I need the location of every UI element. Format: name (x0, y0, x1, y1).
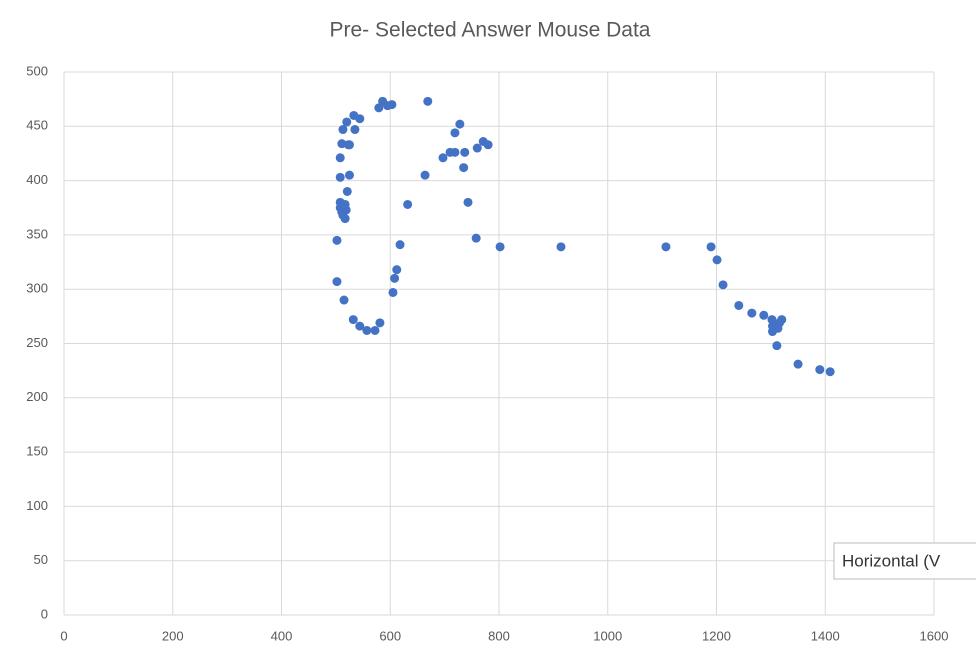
x-tick-label: 400 (271, 628, 293, 643)
y-tick-label: 150 (26, 444, 48, 459)
y-tick-label: 400 (26, 172, 48, 187)
point (773, 323, 783, 333)
x-tick-label: 200 (162, 628, 184, 643)
point (344, 170, 354, 180)
point (455, 119, 465, 129)
point (342, 117, 352, 127)
tooltip-text: Horizontal (V (842, 551, 941, 570)
point (370, 325, 380, 335)
chart-title: Pre- Selected Answer Mouse Data (330, 19, 651, 42)
point (772, 341, 782, 351)
point (438, 153, 448, 163)
point (495, 242, 505, 252)
point (815, 365, 825, 375)
point (793, 359, 803, 369)
point (344, 140, 354, 150)
point (661, 242, 671, 252)
y-tick-label: 250 (26, 335, 48, 350)
point (556, 242, 566, 252)
point (388, 287, 398, 297)
point (395, 240, 405, 250)
point (339, 295, 349, 305)
x-tick-label: 1200 (702, 628, 731, 643)
point (387, 100, 397, 110)
point (777, 315, 787, 325)
point (335, 153, 345, 163)
y-tick-label: 450 (26, 118, 48, 133)
point (450, 128, 460, 138)
y-tick-label: 50 (34, 552, 48, 567)
x-tick-label: 1000 (593, 628, 622, 643)
tooltip-box (833, 542, 976, 580)
point (355, 114, 365, 124)
point (747, 308, 757, 318)
point (375, 318, 385, 328)
point (392, 265, 402, 275)
y-tick-label: 500 (26, 63, 48, 78)
point (472, 143, 482, 153)
point (450, 147, 460, 157)
point (332, 235, 342, 245)
y-tick-label: 350 (26, 226, 48, 241)
x-tick-label: 1600 (920, 628, 949, 643)
point (734, 300, 744, 310)
point (335, 172, 345, 182)
y-tick-label: 300 (26, 281, 48, 296)
point (712, 255, 722, 265)
x-tick-label: 600 (379, 628, 401, 643)
point (348, 315, 358, 325)
point (460, 147, 470, 157)
point (459, 163, 469, 173)
point (403, 199, 413, 209)
x-tick-label: 800 (488, 628, 510, 643)
point (706, 242, 716, 252)
tooltip: Horizontal (V (833, 542, 976, 580)
point (423, 96, 433, 106)
point (471, 233, 481, 243)
point (355, 321, 365, 331)
point (362, 325, 372, 335)
point (340, 214, 350, 224)
point (338, 125, 348, 135)
y-tick-label: 0 (41, 606, 48, 621)
point (350, 125, 360, 135)
point (420, 170, 430, 180)
point (825, 367, 835, 377)
point (463, 197, 473, 207)
x-tick-label: 0 (60, 628, 67, 643)
point (483, 140, 493, 150)
point (390, 273, 400, 283)
x-tick-label: 1400 (811, 628, 840, 643)
point (718, 280, 728, 290)
point (767, 315, 777, 325)
point (340, 199, 350, 209)
point (332, 277, 342, 287)
y-tick-label: 200 (26, 389, 48, 404)
point (374, 103, 384, 113)
point (759, 310, 769, 320)
point (342, 186, 352, 196)
y-tick-label: 100 (26, 498, 48, 513)
